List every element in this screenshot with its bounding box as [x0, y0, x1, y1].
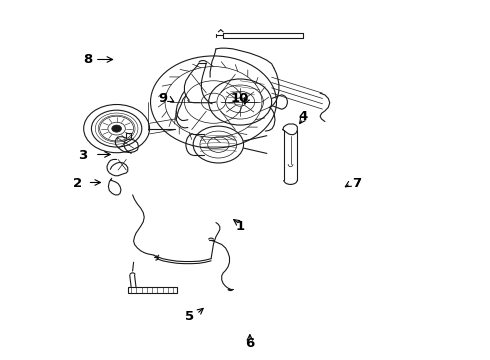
Text: 9: 9	[158, 92, 167, 105]
Text: 7: 7	[352, 177, 361, 190]
Circle shape	[112, 125, 122, 132]
Text: 5: 5	[185, 310, 194, 323]
Text: 8: 8	[83, 53, 92, 66]
Text: 6: 6	[245, 337, 254, 350]
Text: 10: 10	[231, 92, 249, 105]
Text: 3: 3	[78, 149, 87, 162]
Text: 4: 4	[298, 110, 308, 123]
Text: 1: 1	[236, 220, 245, 233]
Text: 2: 2	[74, 177, 82, 190]
